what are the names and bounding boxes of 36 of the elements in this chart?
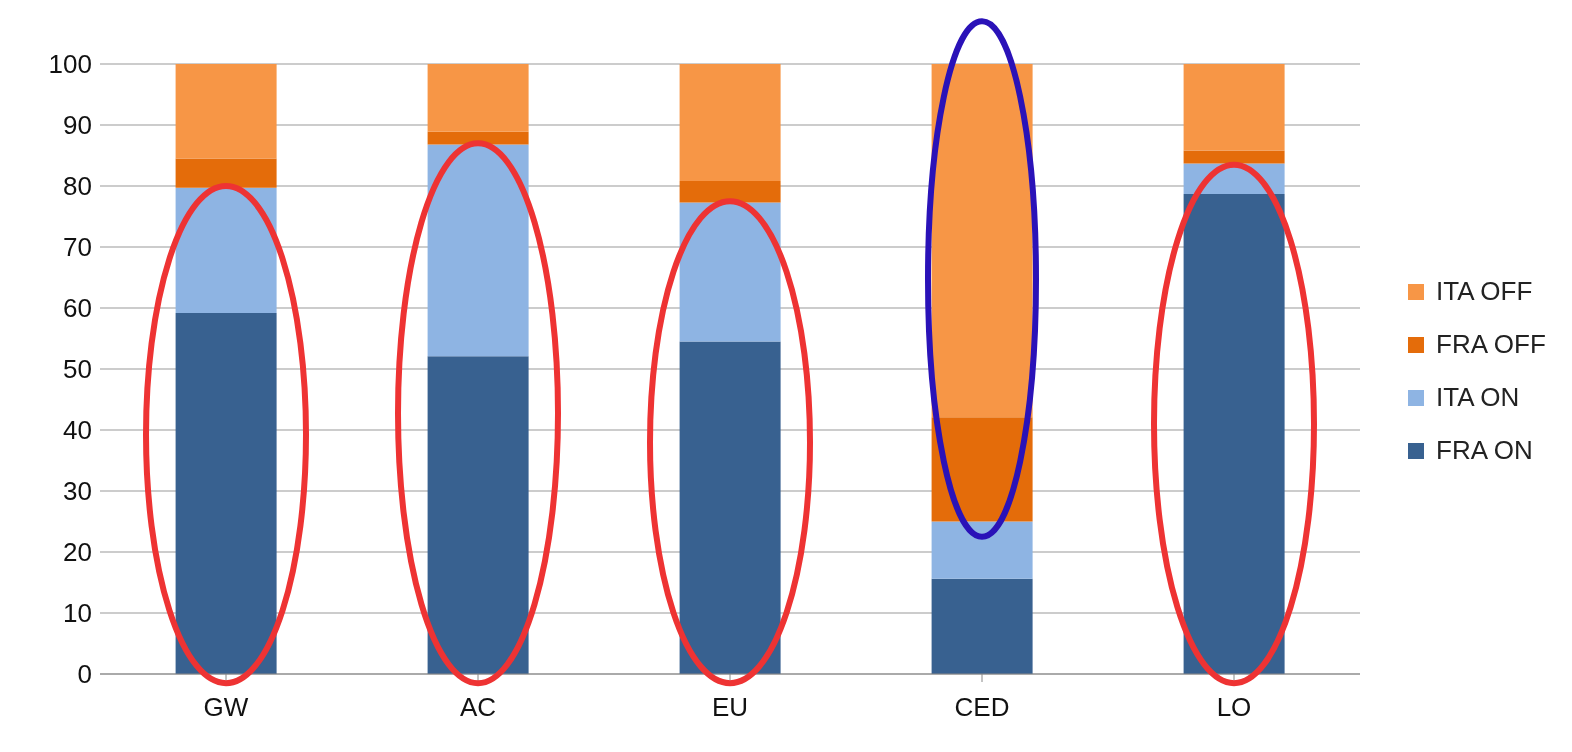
bar [931, 521, 1033, 579]
x-tick-label: EU [711, 692, 749, 723]
legend-label: FRA ON [1436, 435, 1533, 466]
bar [427, 131, 529, 145]
bar [679, 341, 781, 674]
x-tick-label: AC [459, 692, 497, 723]
y-tick-label: 50 [63, 354, 92, 385]
y-tick-label: 80 [63, 171, 92, 202]
y-tick-label: 20 [63, 537, 92, 568]
bar [679, 202, 781, 342]
bar [175, 187, 277, 313]
bar [931, 578, 1033, 674]
x-tick-label: CED [954, 692, 1010, 723]
y-tick-label: 30 [63, 476, 92, 507]
y-tick-label: 60 [63, 293, 92, 324]
y-tick-label: 70 [63, 232, 92, 263]
legend-label: ITA ON [1436, 382, 1520, 413]
bar [427, 356, 529, 674]
bar [679, 181, 781, 203]
y-tick-label: 10 [63, 598, 92, 629]
x-tick-label: GW [203, 692, 249, 723]
y-tick-label: 100 [48, 49, 92, 80]
bar [175, 64, 277, 159]
bar [679, 64, 781, 182]
legend-label: ITA OFF [1436, 276, 1533, 307]
y-tick-label: 40 [63, 415, 92, 446]
bar [175, 158, 277, 188]
legend-label: FRA OFF [1436, 329, 1546, 360]
bar [1183, 64, 1285, 151]
bar [427, 144, 529, 357]
bar [1183, 150, 1285, 164]
bar [175, 312, 277, 674]
y-tick-label: 0 [77, 659, 92, 690]
bar [427, 64, 529, 132]
x-tick-label: LO [1216, 692, 1252, 723]
y-tick-label: 90 [63, 110, 92, 141]
